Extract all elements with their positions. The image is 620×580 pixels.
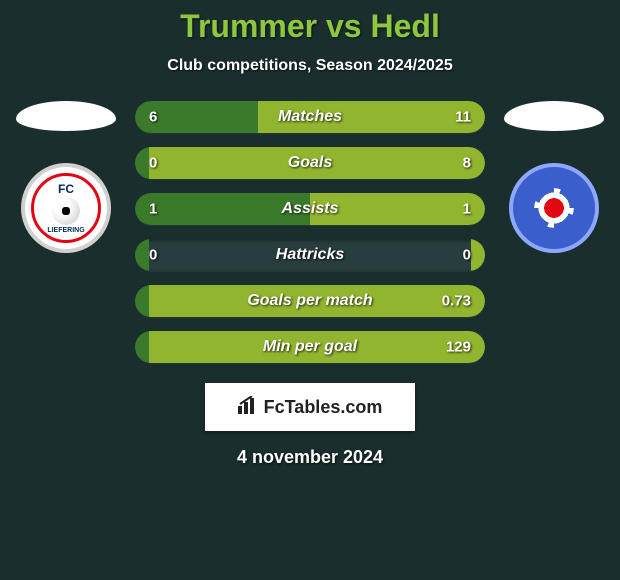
footer-date: 4 november 2024 xyxy=(237,447,383,468)
stat-value-left: 0 xyxy=(149,247,157,264)
stat-value-right: 11 xyxy=(455,109,471,126)
stat-label: Matches xyxy=(278,108,342,126)
stat-bar: 0 0 Hattricks xyxy=(135,239,485,271)
stat-value-right: 0.73 xyxy=(442,293,471,310)
soccer-ball-icon xyxy=(52,197,80,225)
stat-fill-left xyxy=(135,285,149,317)
club-logo-right xyxy=(509,163,599,253)
stat-label: Assists xyxy=(282,200,339,218)
stats-column: 611Matches08Goals11Assists00Hattricks0.7… xyxy=(135,101,485,363)
club-logo-left: FC LIEFERING xyxy=(21,163,111,253)
main-row: FC LIEFERING 611Matches08Goals11Assists0… xyxy=(0,101,620,363)
stat-label: Goals per match xyxy=(247,292,372,310)
stat-value-right: 129 xyxy=(446,339,471,356)
stat-value-left: 1 xyxy=(149,201,157,218)
stat-bar: 0 8 Goals xyxy=(135,147,485,179)
stat-fill-left xyxy=(135,331,149,363)
stat-fill-left xyxy=(135,239,149,271)
site-badge: FcTables.com xyxy=(205,383,415,431)
player-right-column xyxy=(499,101,609,253)
stat-fill-right xyxy=(471,239,485,271)
subtitle: Club competitions, Season 2024/2025 xyxy=(167,57,452,75)
stat-value-right: 0 xyxy=(463,247,471,264)
club-right-swirl-icon xyxy=(534,188,574,228)
player-right-silhouette xyxy=(504,101,604,131)
stat-bar: 0.73 Goals per match xyxy=(135,285,485,317)
club-left-fc: FC xyxy=(58,183,74,195)
stat-value-left: 0 xyxy=(149,155,157,172)
chart-icon xyxy=(238,396,258,419)
stat-label: Goals xyxy=(288,154,332,172)
stat-fill-left xyxy=(135,147,149,179)
site-badge-text: FcTables.com xyxy=(264,397,383,418)
player-left-silhouette xyxy=(16,101,116,131)
page-title: Trummer vs Hedl xyxy=(180,8,440,45)
stat-value-left: 6 xyxy=(149,109,157,126)
stat-value-right: 1 xyxy=(463,201,471,218)
comparison-infographic: Trummer vs Hedl Club competitions, Seaso… xyxy=(0,0,620,580)
stat-bar: 129 Min per goal xyxy=(135,331,485,363)
club-left-name: LIEFERING xyxy=(47,227,84,234)
stat-bar: 6 11 Matches xyxy=(135,101,485,133)
stat-value-right: 8 xyxy=(463,155,471,172)
stat-bar: 1 1 Assists xyxy=(135,193,485,225)
player-left-column: FC LIEFERING xyxy=(11,101,121,253)
stat-label: Hattricks xyxy=(276,246,344,264)
stat-label: Min per goal xyxy=(263,338,357,356)
